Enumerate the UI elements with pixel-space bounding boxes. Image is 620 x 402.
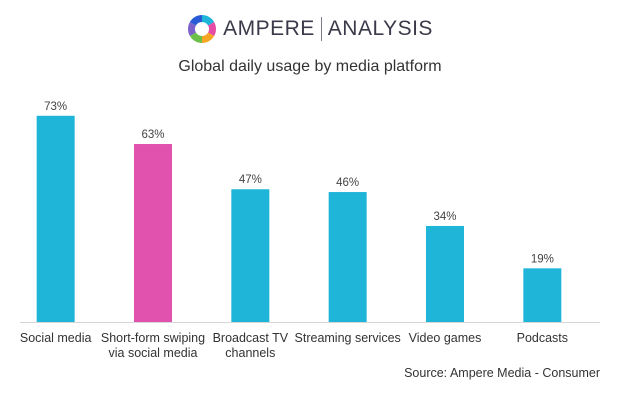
data-label: 47% <box>239 174 262 186</box>
logo-segment <box>208 22 217 36</box>
logo-segment <box>189 15 203 26</box>
chart-title: Global daily usage by media platform <box>178 58 442 75</box>
brand-name: AMPERE <box>223 17 315 40</box>
category-label: Podcasts <box>517 331 568 345</box>
data-label: 46% <box>336 177 359 189</box>
bar <box>36 115 75 323</box>
category-label: Video games <box>409 331 482 345</box>
bar <box>426 225 464 322</box>
source-note: Source: Ampere Media - Consumer <box>404 366 600 380</box>
data-label: 34% <box>433 211 456 223</box>
data-label: 19% <box>531 253 554 265</box>
category-label: Streaming services <box>295 331 401 345</box>
data-label: 63% <box>141 129 164 141</box>
bar <box>328 192 367 322</box>
logo-segment <box>202 32 215 43</box>
category-label: Social media <box>20 331 92 345</box>
bar <box>231 189 270 322</box>
category-label: Broadcast TV channels <box>213 331 289 360</box>
bar <box>523 268 562 322</box>
logo-segment <box>188 22 197 36</box>
brand-divider <box>320 17 322 41</box>
logo-segment <box>189 32 203 43</box>
bar <box>134 144 172 322</box>
brand-header: AMPERE ANALYSIS <box>0 12 620 46</box>
logo-segment <box>202 15 215 26</box>
data-label: 73% <box>44 101 67 113</box>
brand-subtitle: ANALYSIS <box>327 17 433 40</box>
category-label: Short-form swiping via social media <box>101 331 205 360</box>
ampere-logo-icon <box>188 15 217 43</box>
